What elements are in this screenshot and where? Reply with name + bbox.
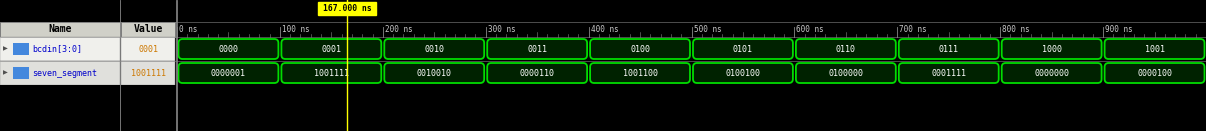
Text: 1001111: 1001111 bbox=[314, 69, 349, 78]
Text: 1001111: 1001111 bbox=[131, 69, 166, 78]
FancyBboxPatch shape bbox=[1002, 63, 1101, 83]
Text: 100 ns: 100 ns bbox=[282, 25, 310, 34]
Text: ▶: ▶ bbox=[2, 70, 7, 75]
Bar bbox=[177, 61, 1206, 85]
Text: 0000001: 0000001 bbox=[211, 69, 246, 78]
FancyBboxPatch shape bbox=[487, 63, 587, 83]
Text: 0001: 0001 bbox=[321, 45, 341, 53]
Text: 0001111: 0001111 bbox=[931, 69, 966, 78]
FancyBboxPatch shape bbox=[487, 39, 587, 59]
Text: 1000: 1000 bbox=[1042, 45, 1061, 53]
Bar bbox=[121, 22, 175, 37]
FancyBboxPatch shape bbox=[1105, 63, 1205, 83]
Text: 0000110: 0000110 bbox=[520, 69, 555, 78]
FancyBboxPatch shape bbox=[796, 39, 896, 59]
Text: 0100: 0100 bbox=[630, 45, 650, 53]
FancyBboxPatch shape bbox=[693, 39, 792, 59]
Text: 600 ns: 600 ns bbox=[796, 25, 824, 34]
Text: 800 ns: 800 ns bbox=[1002, 25, 1030, 34]
Text: 0100100: 0100100 bbox=[726, 69, 761, 78]
Text: 0111: 0111 bbox=[938, 45, 959, 53]
FancyBboxPatch shape bbox=[178, 63, 279, 83]
FancyBboxPatch shape bbox=[178, 39, 279, 59]
Text: 900 ns: 900 ns bbox=[1105, 25, 1132, 34]
Text: 1001100: 1001100 bbox=[622, 69, 657, 78]
Bar bbox=[0, 61, 121, 85]
Text: Name: Name bbox=[48, 24, 71, 34]
Text: 200 ns: 200 ns bbox=[385, 25, 412, 34]
Text: 0010010: 0010010 bbox=[417, 69, 452, 78]
Text: 0011: 0011 bbox=[527, 45, 548, 53]
FancyBboxPatch shape bbox=[385, 63, 484, 83]
FancyBboxPatch shape bbox=[281, 39, 381, 59]
Text: 0001: 0001 bbox=[139, 45, 158, 53]
Text: 0110: 0110 bbox=[836, 45, 856, 53]
Bar bbox=[177, 22, 1206, 37]
Bar bbox=[121, 37, 175, 61]
Text: ▶: ▶ bbox=[2, 47, 7, 51]
FancyBboxPatch shape bbox=[590, 39, 690, 59]
Text: 300 ns: 300 ns bbox=[487, 25, 515, 34]
Text: bcdin[3:0]: bcdin[3:0] bbox=[33, 45, 82, 53]
Text: 167.000 ns: 167.000 ns bbox=[323, 4, 371, 13]
Text: 0101: 0101 bbox=[733, 45, 753, 53]
Bar bbox=[121, 61, 175, 85]
FancyBboxPatch shape bbox=[693, 63, 792, 83]
FancyBboxPatch shape bbox=[1105, 39, 1205, 59]
Bar bbox=[13, 43, 29, 55]
Bar bbox=[177, 37, 1206, 61]
Bar bbox=[177, 85, 1206, 131]
Text: 0 ns: 0 ns bbox=[178, 25, 198, 34]
Text: 0100000: 0100000 bbox=[829, 69, 863, 78]
Text: 700 ns: 700 ns bbox=[900, 25, 927, 34]
Bar bbox=[0, 0, 1206, 22]
FancyBboxPatch shape bbox=[590, 63, 690, 83]
Bar bbox=[0, 37, 121, 61]
Text: 0010: 0010 bbox=[425, 45, 444, 53]
FancyBboxPatch shape bbox=[898, 63, 999, 83]
Bar bbox=[0, 85, 177, 131]
Text: 500 ns: 500 ns bbox=[693, 25, 721, 34]
Bar bbox=[13, 67, 29, 79]
Text: 0000: 0000 bbox=[218, 45, 239, 53]
FancyBboxPatch shape bbox=[385, 39, 484, 59]
Text: 0000000: 0000000 bbox=[1035, 69, 1070, 78]
Text: seven_segment: seven_segment bbox=[33, 69, 96, 78]
Text: 0000100: 0000100 bbox=[1137, 69, 1172, 78]
FancyBboxPatch shape bbox=[1002, 39, 1101, 59]
FancyBboxPatch shape bbox=[281, 63, 381, 83]
Text: Value: Value bbox=[134, 24, 163, 34]
FancyBboxPatch shape bbox=[898, 39, 999, 59]
Bar bbox=[0, 22, 121, 37]
FancyBboxPatch shape bbox=[796, 63, 896, 83]
Text: 1001: 1001 bbox=[1144, 45, 1165, 53]
Bar bbox=[318, 2, 376, 15]
Text: 400 ns: 400 ns bbox=[591, 25, 619, 34]
